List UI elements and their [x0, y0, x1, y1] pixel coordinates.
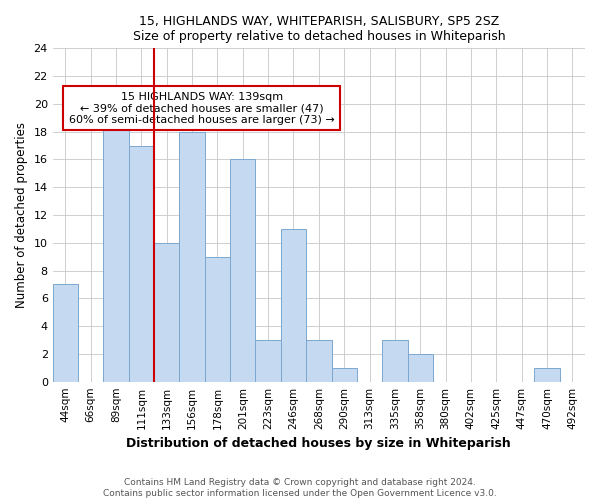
X-axis label: Distribution of detached houses by size in Whiteparish: Distribution of detached houses by size …: [127, 437, 511, 450]
Bar: [382, 340, 407, 382]
Y-axis label: Number of detached properties: Number of detached properties: [15, 122, 28, 308]
Text: Contains HM Land Registry data © Crown copyright and database right 2024.
Contai: Contains HM Land Registry data © Crown c…: [103, 478, 497, 498]
Bar: [407, 354, 433, 382]
Bar: [154, 243, 179, 382]
Bar: [103, 104, 129, 382]
Bar: [53, 284, 78, 382]
Bar: [230, 160, 256, 382]
Bar: [256, 340, 281, 382]
Text: 15 HIGHLANDS WAY: 139sqm
← 39% of detached houses are smaller (47)
60% of semi-d: 15 HIGHLANDS WAY: 139sqm ← 39% of detach…: [69, 92, 335, 125]
Title: 15, HIGHLANDS WAY, WHITEPARISH, SALISBURY, SP5 2SZ
Size of property relative to : 15, HIGHLANDS WAY, WHITEPARISH, SALISBUR…: [133, 15, 505, 43]
Bar: [332, 368, 357, 382]
Bar: [205, 256, 230, 382]
Bar: [129, 146, 154, 382]
Bar: [179, 132, 205, 382]
Bar: [281, 229, 306, 382]
Bar: [306, 340, 332, 382]
Bar: [535, 368, 560, 382]
